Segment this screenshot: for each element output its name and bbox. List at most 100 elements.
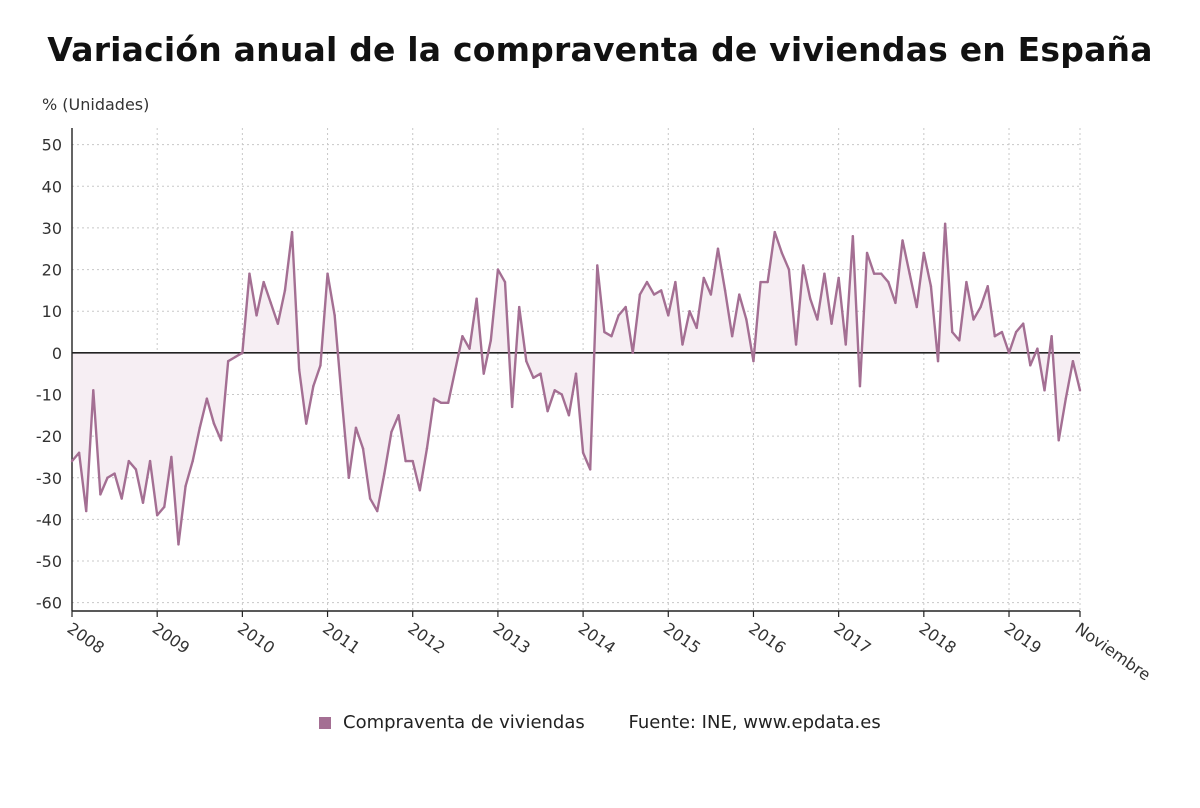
- y-tick-label: 0: [52, 344, 62, 363]
- data-point: [1071, 359, 1075, 363]
- data-point: [368, 497, 372, 500]
- data-point: [482, 372, 485, 375]
- data-point: [326, 272, 329, 275]
- data-point: [496, 268, 500, 271]
- data-point: [191, 459, 194, 463]
- data-point: [205, 397, 209, 400]
- data-point: [638, 293, 642, 296]
- y-tick-label: -20: [36, 427, 62, 446]
- data-point: [127, 459, 130, 463]
- data-point: [872, 272, 876, 275]
- data-point: [106, 476, 109, 479]
- data-point: [702, 276, 705, 280]
- data-point: [1029, 364, 1032, 367]
- x-tick-label: Noviembre: [1072, 619, 1154, 685]
- data-point: [383, 472, 386, 475]
- data-point: [567, 414, 571, 417]
- data-point: [993, 334, 997, 338]
- data-point: [134, 468, 138, 471]
- data-point: [219, 439, 223, 442]
- data-point: [404, 459, 407, 463]
- data-point: [979, 305, 982, 309]
- y-tick-label: -40: [36, 510, 62, 529]
- data-point: [858, 384, 862, 388]
- data-point: [198, 426, 201, 429]
- data-point: [887, 280, 890, 284]
- data-point: [958, 339, 961, 342]
- data-point: [241, 351, 244, 355]
- legend-swatch: [319, 717, 332, 729]
- data-point: [489, 339, 493, 342]
- data-point: [652, 293, 656, 296]
- data-point: [99, 493, 102, 496]
- data-point: [155, 514, 159, 517]
- data-point: [170, 455, 173, 459]
- data-point: [447, 401, 450, 405]
- data-point: [1050, 334, 1053, 338]
- data-point: [780, 251, 784, 255]
- data-point: [546, 409, 549, 413]
- data-point: [1057, 439, 1060, 442]
- data-point: [532, 376, 535, 380]
- data-point: [184, 484, 187, 488]
- data-point: [234, 355, 237, 359]
- data-point: [305, 422, 308, 425]
- y-tick-label: -30: [36, 469, 62, 488]
- data-point: [901, 239, 904, 242]
- y-tick-label: -50: [36, 552, 62, 571]
- x-tick-label: 2016: [745, 619, 789, 658]
- data-point: [120, 497, 123, 500]
- data-point: [312, 384, 315, 388]
- data-point: [319, 364, 322, 367]
- data-point: [148, 459, 152, 463]
- data-point: [276, 322, 280, 325]
- data-point: [787, 268, 791, 271]
- data-point: [376, 509, 379, 513]
- data-point: [951, 330, 954, 334]
- data-point: [510, 405, 514, 409]
- y-tick-label: 10: [42, 302, 62, 321]
- data-point: [908, 272, 911, 275]
- data-point: [738, 293, 741, 296]
- x-tick-label: 2019: [1001, 619, 1045, 658]
- data-point: [716, 247, 720, 250]
- data-point: [411, 459, 414, 463]
- x-tick-label: 2017: [830, 619, 874, 658]
- data-point: [397, 414, 400, 417]
- legend-source: Fuente: INE, www.epdata.es: [628, 712, 881, 733]
- data-point: [695, 326, 698, 330]
- data-point: [801, 264, 805, 267]
- x-tick-label: 2009: [149, 619, 193, 658]
- chart-title: Variación anual de la compraventa de viv…: [47, 30, 1153, 69]
- data-point: [943, 222, 947, 225]
- data-point: [752, 359, 755, 363]
- data-point: [589, 468, 592, 471]
- y-axis-label: % (Unidades): [42, 95, 149, 114]
- data-point: [269, 301, 272, 305]
- data-point: [432, 397, 436, 400]
- data-point: [475, 297, 478, 300]
- data-point: [461, 334, 464, 338]
- data-point: [1078, 389, 1082, 392]
- data-point: [439, 401, 443, 405]
- y-tick-label: 40: [42, 177, 62, 196]
- y-tick-label: 50: [42, 136, 62, 155]
- data-point: [347, 476, 351, 479]
- data-point: [283, 289, 287, 292]
- data-point: [1022, 322, 1025, 325]
- legend-series-label: Compraventa de viviendas: [343, 712, 585, 733]
- data-point: [1064, 397, 1068, 400]
- x-tick-label: 2010: [234, 619, 278, 658]
- data-point: [290, 230, 294, 234]
- y-tick-label: -10: [36, 385, 62, 404]
- data-point: [624, 305, 627, 309]
- data-point: [645, 280, 649, 284]
- data-point: [986, 285, 989, 288]
- data-point: [255, 314, 258, 317]
- data-point: [560, 393, 563, 396]
- data-point: [525, 359, 528, 363]
- data-point: [681, 343, 684, 346]
- data-point: [596, 264, 599, 267]
- data-point: [837, 276, 840, 280]
